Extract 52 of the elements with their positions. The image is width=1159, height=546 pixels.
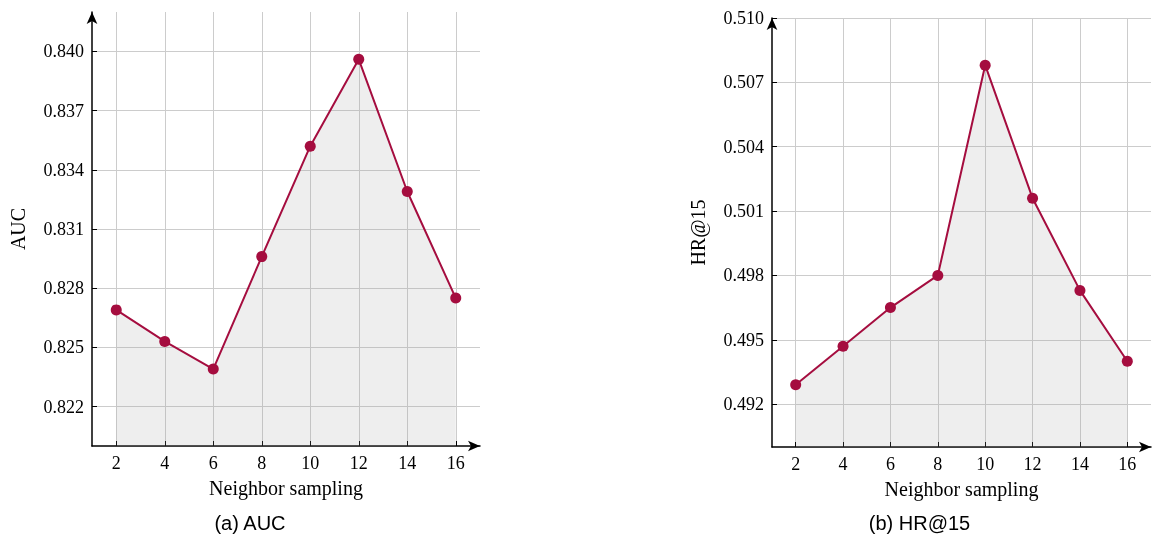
x-tick-label: 2 xyxy=(111,453,121,473)
x-tick-label: 14 xyxy=(1070,454,1089,474)
point xyxy=(979,59,991,71)
y-tick-label: 0.825 xyxy=(43,337,84,358)
x-tick-label: 10 xyxy=(976,454,995,474)
point xyxy=(256,251,268,263)
point xyxy=(207,363,219,375)
x-tick-label: 12 xyxy=(349,453,368,473)
x-tick-label: 4 xyxy=(838,454,848,474)
point xyxy=(884,302,896,314)
point xyxy=(401,186,413,198)
point xyxy=(353,53,365,65)
y-tick-label: 0.837 xyxy=(43,100,84,121)
point xyxy=(304,140,316,152)
x-tick-label: 14 xyxy=(398,453,417,473)
x-tick-label: 4 xyxy=(160,453,170,473)
y-tick-label: 0.498 xyxy=(723,265,764,286)
text: (a) AUC xyxy=(214,512,286,534)
y-tick-label: 0.495 xyxy=(723,329,764,350)
x-tick-label: 10 xyxy=(301,453,320,473)
x-tick-label: 2 xyxy=(791,454,801,474)
y-tick-label: 0.492 xyxy=(723,394,764,415)
y-tick-label: 0.840 xyxy=(43,41,84,62)
point xyxy=(1121,355,1133,367)
y-tick-label: 0.510 xyxy=(723,8,764,28)
y-tick-label: 0.834 xyxy=(43,159,84,180)
point xyxy=(450,292,462,304)
y-axis-title: AUC xyxy=(7,207,29,251)
x-tick-label: 16 xyxy=(446,453,465,473)
point xyxy=(110,304,122,316)
point xyxy=(1074,284,1086,296)
y-tick-label: 0.501 xyxy=(723,201,764,222)
point xyxy=(837,340,849,352)
text: (b) HR@15 xyxy=(868,512,971,534)
y-tick-label: 0.507 xyxy=(723,72,764,93)
x-tick-label: 16 xyxy=(1118,454,1137,474)
point xyxy=(159,335,171,347)
y-tick-label: 0.822 xyxy=(43,396,84,417)
x-tick-label: 8 xyxy=(257,453,267,473)
y-tick-label: 0.828 xyxy=(43,278,84,299)
x-axis-title: Neighbor sampling xyxy=(884,478,1039,501)
point xyxy=(932,269,944,281)
point xyxy=(1027,192,1039,204)
x-tick-label: 6 xyxy=(885,454,895,474)
point xyxy=(790,379,802,391)
x-tick-label: 6 xyxy=(208,453,218,473)
x-tick-label: 8 xyxy=(933,454,943,474)
x-axis-title: Neighbor sampling xyxy=(209,477,363,500)
x-tick-label: 12 xyxy=(1023,454,1042,474)
y-tick-label: 0.831 xyxy=(43,219,84,239)
y-tick-label: 0.504 xyxy=(723,136,764,157)
y-axis-title: HR@15 xyxy=(687,199,710,266)
